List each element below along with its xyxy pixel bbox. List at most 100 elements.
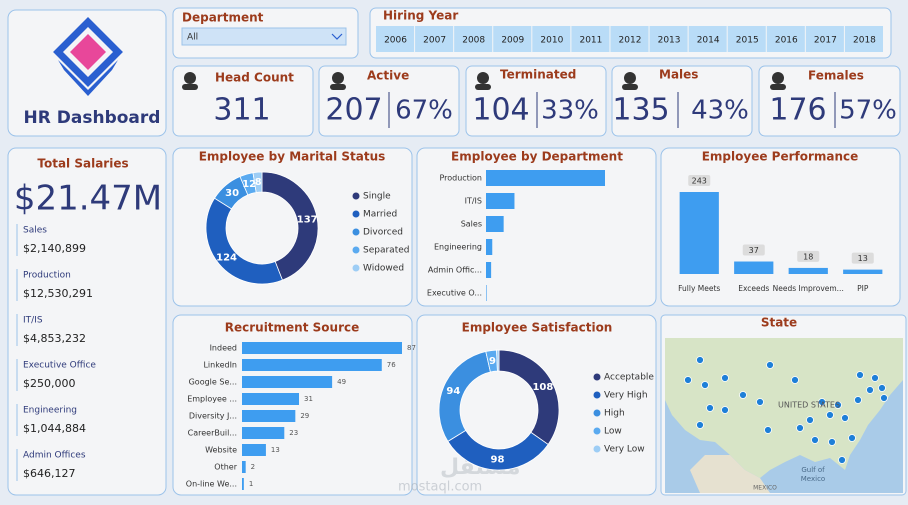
data-label: 49 xyxy=(337,378,346,386)
bar xyxy=(242,342,402,354)
year-button[interactable] xyxy=(805,26,844,52)
logo xyxy=(53,17,123,96)
year-button[interactable] xyxy=(532,26,571,52)
bar xyxy=(242,410,296,422)
year-label: 2015 xyxy=(736,36,759,46)
data-label: 29 xyxy=(300,412,309,420)
bar xyxy=(679,192,719,274)
chart-card xyxy=(660,147,901,307)
bar xyxy=(486,262,492,278)
label-box xyxy=(742,244,765,256)
kpi-percent: 67% xyxy=(395,96,453,126)
year-label: 2007 xyxy=(423,36,446,46)
salaries-card xyxy=(7,147,167,496)
category-label: Google Se... xyxy=(189,378,237,387)
year-button[interactable] xyxy=(454,26,493,52)
kpi-percent: 43% xyxy=(691,96,749,126)
data-label: 13 xyxy=(858,254,868,263)
data-label: 124 xyxy=(216,252,237,263)
logo-inner xyxy=(70,34,106,70)
legend-swatch xyxy=(352,192,360,200)
kpi-icon xyxy=(624,72,636,84)
bar xyxy=(486,170,605,186)
kpi-value: 176 xyxy=(769,93,826,128)
legend-swatch xyxy=(593,409,601,417)
category-label: Sales xyxy=(461,220,482,229)
map-label: Gulf of xyxy=(801,466,825,474)
kpi-percent: 57% xyxy=(839,96,897,126)
data-label: 1 xyxy=(249,480,253,488)
bar xyxy=(242,376,333,388)
year-button[interactable] xyxy=(415,26,454,52)
category-label: Other xyxy=(214,463,237,472)
kpi-value: 104 xyxy=(472,93,529,128)
chart-title: Employee Performance xyxy=(702,150,859,164)
year-button[interactable] xyxy=(571,26,610,52)
bar xyxy=(242,461,246,473)
data-label: 23 xyxy=(289,429,298,437)
label-box xyxy=(797,250,820,262)
category-label: CareerBuil... xyxy=(188,429,237,438)
kpi-icon xyxy=(772,72,784,84)
year-button[interactable] xyxy=(649,26,688,52)
filter-label: Department xyxy=(182,11,264,25)
year-button[interactable] xyxy=(766,26,805,52)
kpi-label: Terminated xyxy=(500,68,576,82)
kpi-label: Head Count xyxy=(215,71,294,85)
category-label: Engineering xyxy=(434,243,482,252)
kpi-icon xyxy=(770,84,786,90)
category-label: Indeed xyxy=(210,344,237,353)
salary-name: Sales xyxy=(23,226,47,236)
chart-title: Employee Satisfaction xyxy=(462,321,613,335)
donut-slice xyxy=(252,171,263,193)
legend-label: High xyxy=(604,409,625,419)
salary-name: IT/IS xyxy=(23,316,43,326)
bar xyxy=(486,285,487,301)
kpi-icon xyxy=(330,84,346,90)
legend-label: Separated xyxy=(363,246,409,256)
salary-total: $21.47M xyxy=(14,179,162,219)
kpi-card xyxy=(611,65,753,137)
kpi-icon xyxy=(477,72,489,84)
year-button[interactable] xyxy=(727,26,766,52)
donut-slice xyxy=(261,171,319,281)
category-label: Production xyxy=(439,174,482,183)
kpi-value: 207 xyxy=(325,93,382,128)
legend-label: Low xyxy=(604,427,622,437)
category-label: Employee ... xyxy=(187,395,237,404)
kpi-card xyxy=(465,65,607,137)
legend-swatch xyxy=(352,210,360,218)
legend-swatch xyxy=(593,373,601,381)
category-label: IT/IS xyxy=(465,197,482,206)
year-label: 2014 xyxy=(697,36,720,46)
map-land xyxy=(665,338,903,478)
year-button[interactable] xyxy=(376,26,415,52)
data-label: 31 xyxy=(304,395,313,403)
dropdown[interactable] xyxy=(181,27,347,46)
year-button[interactable] xyxy=(844,26,883,52)
category-label: Needs Improvem... xyxy=(773,284,844,293)
year-label: 2018 xyxy=(853,36,876,46)
map-mexico xyxy=(690,455,770,493)
category-label: Diversity J... xyxy=(189,412,237,421)
year-button[interactable] xyxy=(493,26,532,52)
bar xyxy=(486,239,493,255)
year-label: 2008 xyxy=(462,36,485,46)
salary-value: $1,044,884 xyxy=(23,422,86,435)
filter-label: Hiring Year xyxy=(383,9,458,23)
card-title: Total Salaries xyxy=(37,157,128,171)
year-button[interactable] xyxy=(688,26,727,52)
data-label: 13 xyxy=(271,446,280,454)
chart-title: Recruitment Source xyxy=(225,321,360,335)
data-label: 94 xyxy=(446,386,460,397)
salary-name: Production xyxy=(23,271,71,281)
kpi-value: 135 xyxy=(612,93,669,128)
category-label: PIP xyxy=(857,284,869,293)
data-label: 137 xyxy=(297,214,318,225)
year-button[interactable] xyxy=(610,26,649,52)
legend-label: Single xyxy=(363,192,391,202)
kpi-label: Males xyxy=(659,68,698,82)
category-label: LinkedIn xyxy=(203,361,237,370)
kpi-icon xyxy=(184,72,196,84)
